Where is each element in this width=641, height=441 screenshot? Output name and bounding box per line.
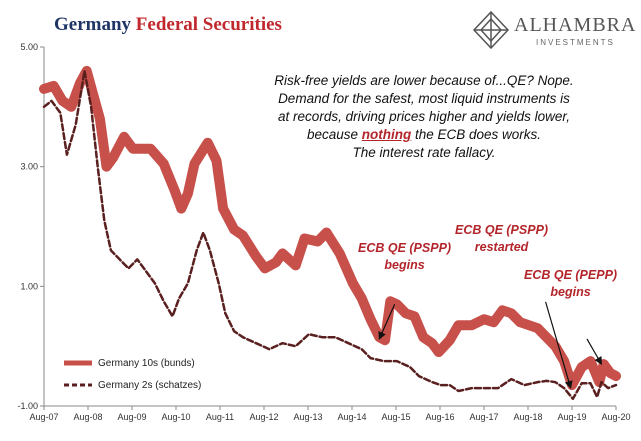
callout-pspp-restarted-line-2: restarted: [474, 240, 529, 254]
x-tick-label: Aug-14: [337, 412, 366, 422]
callout-pepp-begins-line-1: ECB QE (PEPP): [524, 268, 618, 282]
logo-name: ALHAMBRA: [514, 14, 637, 36]
x-tick-label: Aug-17: [469, 412, 498, 422]
callout-pspp-begins: ECB QE (PSPP) begins: [358, 240, 451, 274]
legend-item-bunds: Germany 10s (bunds): [64, 352, 201, 374]
annotation-text: Risk-free yields are lower because of...…: [234, 72, 614, 162]
x-tick-label: Aug-19: [557, 412, 586, 422]
y-axis: 5.00 3.00 1.00 -1.00: [17, 42, 44, 411]
title-part-1: Germany: [54, 14, 136, 35]
arrow-pspp-restarted: [545, 301, 573, 390]
annotation-line-5: The interest rate fallacy.: [352, 145, 496, 160]
logo-subtitle: INVESTMENTS: [536, 38, 615, 47]
legend-swatch-schatzes: [64, 383, 92, 387]
x-tick-label: Aug-20: [601, 412, 630, 422]
x-tick-label: Aug-12: [249, 412, 278, 422]
annotation-line-2: Demand for the safest, most liquid instr…: [278, 91, 570, 106]
chart-title: Germany Federal Securities: [54, 14, 282, 36]
legend-swatch-bunds: [64, 360, 92, 366]
y-tick-label: 3.00: [20, 162, 38, 172]
callout-pepp-begins: ECB QE (PEPP) begins: [524, 267, 617, 301]
callout-pspp-restarted: ECB QE (PSPP) restarted: [455, 222, 548, 256]
title-part-2: Federal Securities: [135, 14, 282, 35]
x-tick-label: Aug-16: [425, 412, 454, 422]
annotation-line-4-post: the ECB does works.: [411, 127, 542, 142]
x-tick-label: Aug-09: [117, 412, 146, 422]
legend-item-schatzes: Germany 2s (schatzes): [64, 374, 201, 396]
callout-pspp-restarted-line-1: ECB QE (PSPP): [455, 223, 549, 237]
annotation-line-3: at records, driving prices higher and yi…: [278, 109, 570, 124]
annotation-highlight: nothing: [361, 127, 412, 142]
annotation-line-4-pre: because: [306, 127, 362, 142]
arrow-pepp-begins: [586, 338, 602, 365]
callout-pspp-begins-line-1: ECB QE (PSPP): [358, 241, 452, 255]
x-tick-label: Aug-11: [206, 412, 234, 422]
series-line-bunds: [39, 65, 621, 391]
callout-arrows: [378, 301, 602, 390]
y-tick-label: 1.00: [20, 281, 38, 291]
series-layer: [39, 65, 621, 401]
x-axis: Aug-07 Aug-08 Aug-09 Aug-10 Aug-11 Aug-12 Aug-…: [29, 406, 631, 422]
x-tick-label: Aug-13: [293, 412, 322, 422]
y-tick-label: -1.00: [17, 401, 38, 411]
callout-pspp-begins-line-2: begins: [384, 258, 425, 272]
x-tick-label: Aug-18: [513, 412, 542, 422]
x-tick-label: Aug-07: [29, 412, 58, 422]
x-tick-label: Aug-10: [161, 412, 190, 422]
x-tick-label: Aug-08: [73, 412, 102, 422]
x-tick-label: Aug-15: [381, 412, 410, 422]
arrow-pspp-begins: [378, 304, 396, 340]
logo-diamond-icon: [472, 10, 510, 50]
annotation-line-4: because nothing the ECB does works.: [234, 126, 614, 144]
annotation-line-1: Risk-free yields are lower because of...…: [274, 73, 574, 88]
legend-label-bunds: Germany 10s (bunds): [98, 357, 195, 369]
legend: Germany 10s (bunds) Germany 2s (schatzes…: [64, 352, 201, 396]
series-line-schatzes: [42, 69, 618, 401]
callout-pepp-begins-line-2: begins: [550, 285, 591, 299]
y-tick-label: 5.00: [20, 42, 38, 52]
legend-label-schatzes: Germany 2s (schatzes): [98, 379, 202, 391]
alhambra-logo: ALHAMBRA INVESTMENTS: [470, 8, 636, 54]
